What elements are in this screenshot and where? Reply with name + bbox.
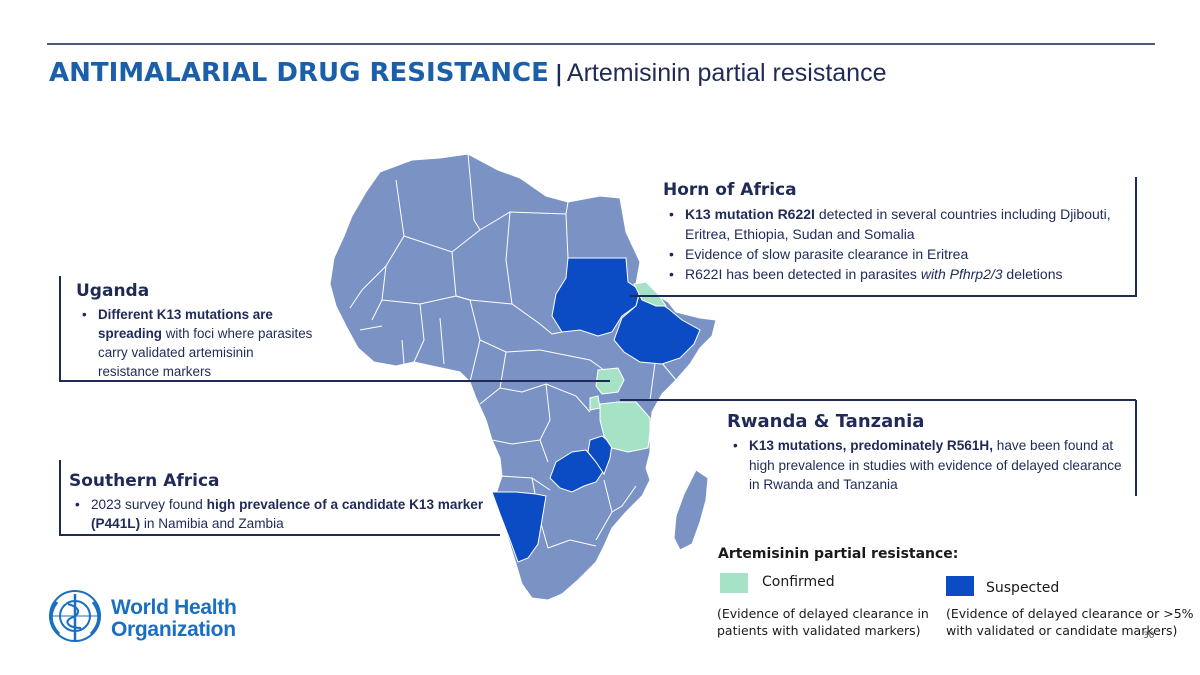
- callout-lines: [59, 177, 1137, 536]
- rwanda-region: [589, 395, 601, 411]
- who-logo-line-1: World Health: [111, 596, 237, 619]
- horn-bullet-3: R622I has been detected in parasites wit…: [663, 264, 1133, 284]
- who-emblem-icon: [49, 590, 101, 642]
- southern-bullet-1-text-b: in Namibia and Zambia: [140, 516, 284, 531]
- southern-heading: Southern Africa: [69, 471, 220, 491]
- horn-callout-line: [630, 177, 1137, 297]
- country-borders: [349, 153, 677, 549]
- horn-bullet-3-italic: with Pfhrp2/3: [920, 266, 1003, 282]
- rwanda-bullet-1-bold: K13 mutations, predominately R561H,: [749, 438, 993, 453]
- legend-suspected-label: Suspected: [986, 580, 1060, 596]
- rwanda-heading: Rwanda & Tanzania: [727, 411, 925, 432]
- who-logo-line-2: Organization: [111, 618, 236, 641]
- eritrea-region: [633, 281, 667, 307]
- uganda-bullet-1: Different K13 mutations are spreading wi…: [76, 305, 316, 381]
- horn-bullet-3-text-b: deletions: [1002, 266, 1063, 282]
- uganda-bullet-1-bold: Different K13 mutations are spreading: [98, 307, 273, 341]
- horn-bullet-1: K13 mutation R622I detected in several c…: [663, 204, 1133, 244]
- legend-suspected-note-line-2: with validated or candidate markers): [946, 623, 1178, 638]
- rwanda-callout-line: [620, 399, 1137, 496]
- uganda-callout: Uganda Different K13 mutations are sprea…: [76, 281, 316, 381]
- suspected-countries: [491, 257, 701, 563]
- rwanda-bullet-1-text: have been found at high prevalence in st…: [749, 438, 1122, 492]
- top-divider: [47, 43, 1155, 45]
- sudan-region: [551, 257, 641, 337]
- rwanda-bullet-1: K13 mutations, predominately R561H, have…: [727, 436, 1127, 495]
- horn-of-africa-callout: Horn of Africa K13 mutation R622I detect…: [663, 180, 1133, 284]
- uganda-callout-line: [59, 276, 610, 382]
- madagascar-island: [673, 469, 709, 551]
- horn-bullet-2-text: Evidence of slow parasite clearance in E…: [685, 246, 969, 262]
- legend-confirmed-note-line-1: (Evidence of delayed clearance in: [717, 606, 929, 621]
- horn-bullet-1-bold: K13 mutation R622I: [685, 206, 815, 222]
- legend-confirmed-swatch: [720, 573, 748, 593]
- southern-callout-line: [59, 460, 500, 536]
- southern-bullet-1-text-a: 2023 survey found: [91, 497, 207, 512]
- zambia-region: [549, 449, 605, 493]
- malawi-region: [587, 435, 613, 476]
- legend-confirmed-note: (Evidence of delayed clearance in patien…: [717, 605, 929, 639]
- uganda-heading: Uganda: [76, 281, 150, 301]
- legend-suspected-swatch: [946, 576, 974, 596]
- legend-title: Artemisinin partial resistance:: [718, 546, 959, 562]
- legend-confirmed-label: Confirmed: [762, 574, 835, 590]
- horn-heading: Horn of Africa: [663, 180, 797, 200]
- title-subtitle: Artemisinin partial resistance: [566, 59, 887, 87]
- southern-bullet-1-bold: high prevalence of a candidate K13 marke…: [91, 497, 484, 531]
- who-logo-text: World Health Organization: [111, 597, 237, 641]
- legend-suspected-note: (Evidence of delayed clearance or >5% wi…: [946, 605, 1194, 639]
- title-separator: |: [554, 62, 563, 87]
- confirmed-countries: [589, 281, 667, 453]
- southern-bullet-1: 2023 survey found high prevalence of a c…: [69, 495, 499, 533]
- rwanda-tanzania-callout: Rwanda & Tanzania K13 mutations, predomi…: [727, 411, 1127, 495]
- legend-confirmed-note-line-2: patients with validated markers): [717, 623, 921, 638]
- legend-suspected-note-line-1: (Evidence of delayed clearance or >5%: [946, 606, 1194, 621]
- tanzania-region: [599, 401, 651, 453]
- horn-bullet-2: Evidence of slow parasite clearance in E…: [663, 244, 1133, 264]
- namibia-region: [491, 491, 547, 563]
- ethiopia-region: [613, 291, 701, 365]
- title-main: ANTIMALARIAL DRUG RESISTANCE: [49, 58, 549, 88]
- horn-bullet-3-text-a: R622I has been detected in parasites: [685, 266, 921, 282]
- southern-africa-callout: Southern Africa 2023 survey found high p…: [69, 471, 499, 533]
- horn-bullet-1-text: detected in several countries including …: [685, 206, 1111, 242]
- uganda-bullet-1-text: with foci where parasites carry validate…: [98, 326, 313, 379]
- page-title: ANTIMALARIAL DRUG RESISTANCE | Artemisinin…: [49, 58, 887, 88]
- page-number: 30: [1143, 631, 1155, 641]
